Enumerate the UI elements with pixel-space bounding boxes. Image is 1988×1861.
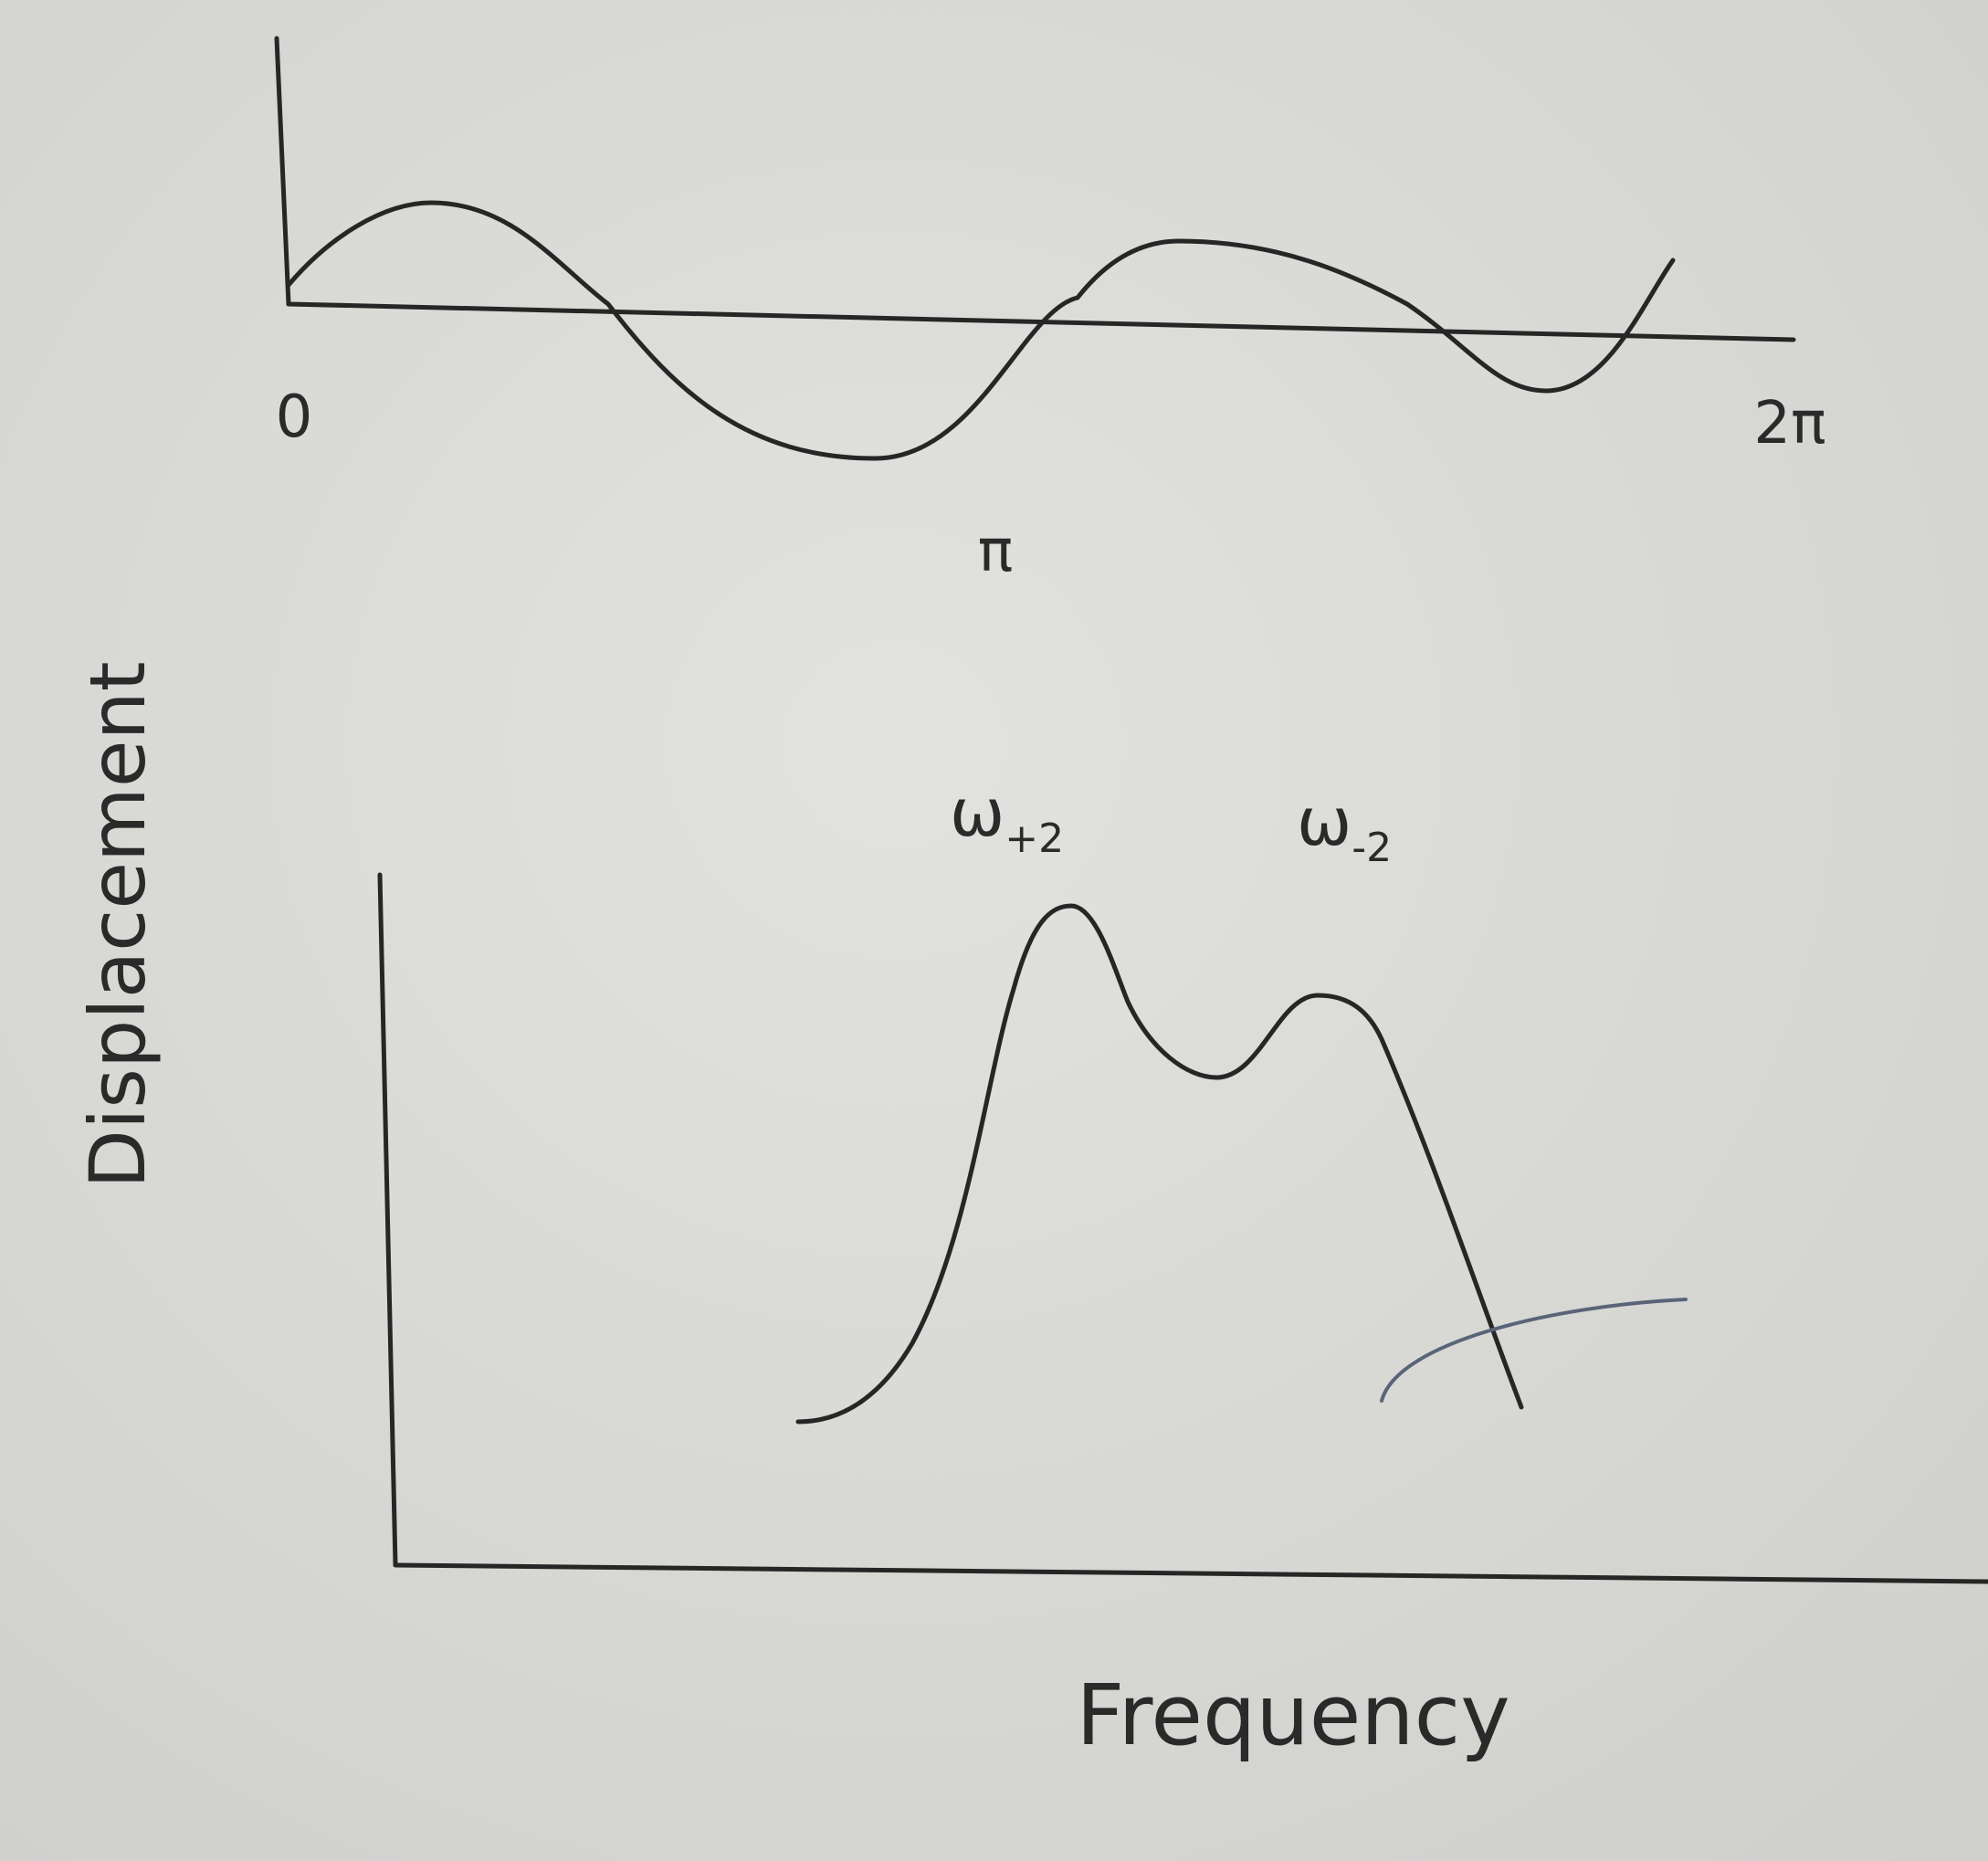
sketch: 0 π 2π Displacement ω+2 ω-2 Frequency: [0, 0, 1988, 1861]
x-mid-label: π: [978, 518, 1014, 585]
x-axis-label: Frequency: [1076, 1666, 1509, 1764]
x-start-label: 0: [276, 384, 313, 451]
x-end-label: 2π: [1753, 390, 1825, 457]
y-axis-label: Displacement: [73, 661, 163, 1188]
peak-subscript: -2: [1352, 825, 1392, 871]
peak-symbol: ω: [1297, 783, 1352, 860]
page: {"top_plot": {"x_start_label": "0", "x_m…: [0, 0, 1988, 1861]
peak-symbol: ω: [950, 774, 1005, 851]
peak-subscript: +2: [1005, 815, 1064, 862]
paper: [0, 0, 1988, 1861]
